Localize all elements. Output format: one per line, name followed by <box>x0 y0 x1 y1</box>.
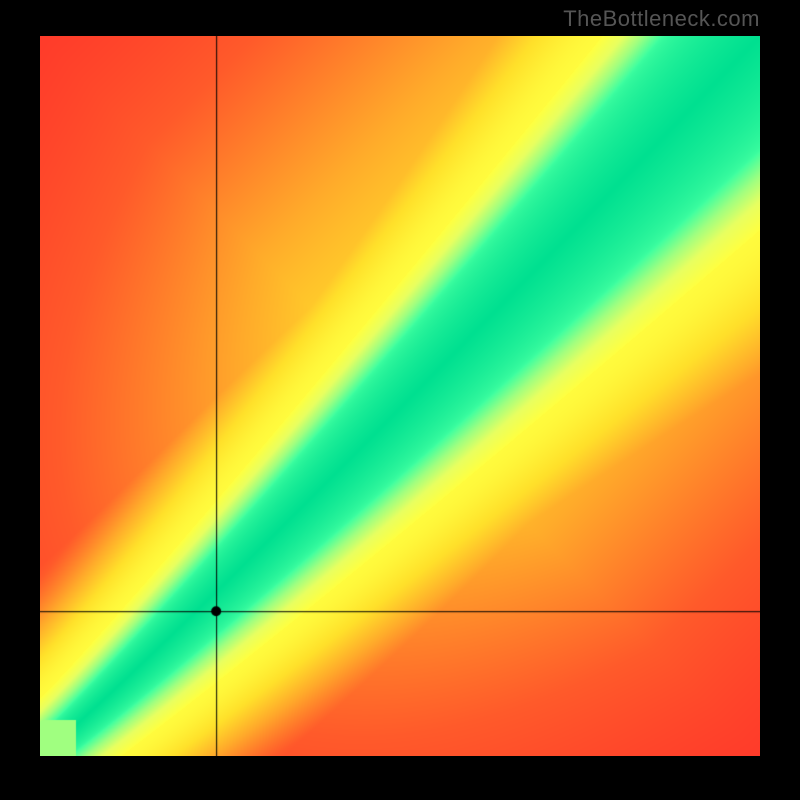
heatmap-canvas <box>40 36 760 756</box>
chart-container: TheBottleneck.com <box>0 0 800 800</box>
watermark-label: TheBottleneck.com <box>563 6 760 32</box>
